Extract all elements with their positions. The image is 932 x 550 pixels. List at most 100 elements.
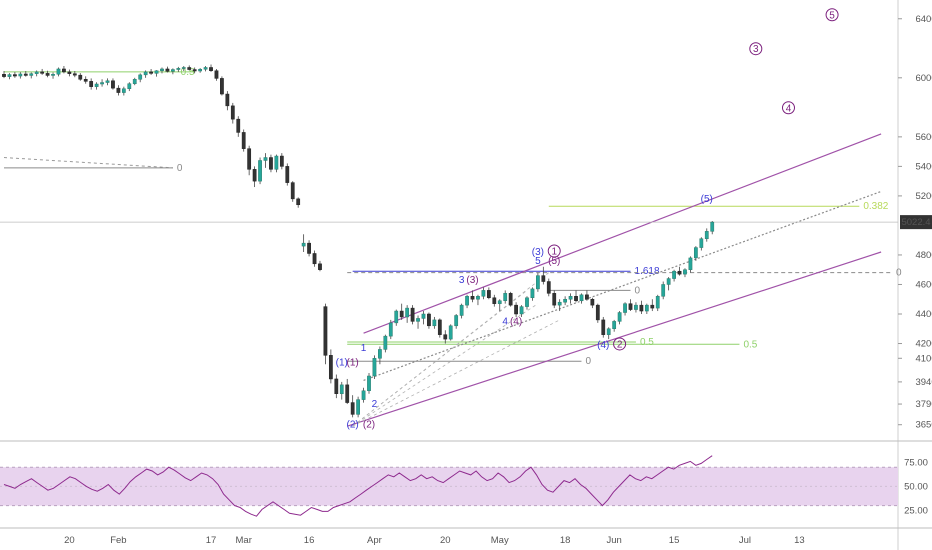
candle-body [612,321,617,330]
price-tick-label: 5600.0 [915,132,932,143]
price-tick-label: 4600.0 [915,279,932,290]
candle-body [149,71,153,74]
candle-body [209,67,213,71]
candle-body [476,296,480,300]
fan-line [352,272,550,427]
candle-body [465,296,469,306]
candle-body [644,304,649,312]
time-tick-label: 15 [669,535,680,546]
channel-line [347,251,882,427]
wave-label-blue: 2 [372,399,378,410]
wave-label-purple: (1) [347,358,359,369]
candle-body [339,384,344,394]
level-label: 0 [896,268,902,279]
level-label: 0.5 [743,339,757,350]
candle-body [176,68,181,70]
time-tick-label: Apr [367,535,382,546]
candle-body [296,198,301,206]
candle-body [448,325,453,340]
candle-body [541,275,546,282]
candle-body [105,80,110,83]
candle-body [274,155,279,170]
channel-line [363,133,882,334]
candle-body [312,253,317,265]
circled-wave-ring [613,337,627,351]
candle-body [399,310,404,318]
candle-body [421,313,426,319]
candle-body [459,304,464,316]
candle-body [378,349,382,359]
rsi-tick-label: 25.00 [904,505,928,516]
wave-label-blue: 4 [502,316,508,327]
candle-body [655,296,660,309]
candle-body [72,73,77,76]
time-tick-label: Jun [606,535,621,546]
candle-body [13,74,17,77]
candle-body [661,284,666,297]
candle-body [410,307,415,322]
price-tick-label: 4800.0 [915,250,932,261]
candle-body [2,74,6,77]
candle-body [290,182,295,200]
candle-body [198,68,203,72]
circled-wave-ring [781,101,795,115]
candle-body [367,375,371,392]
candle-body [225,93,230,107]
candle-body [454,315,459,327]
level-label: 0.5 [640,337,654,348]
candle-body [241,132,246,149]
candle-body [269,157,273,170]
candle-body [111,80,115,89]
fan-line [352,303,539,427]
price-tick-label: 5400.0 [915,161,932,172]
candle-body [704,231,709,239]
candle-body [427,313,431,327]
candle-body [568,296,573,300]
candle-body [138,74,143,80]
candle-body [94,83,99,87]
candle-body [78,74,83,80]
price-tick-label: 4200.0 [915,339,932,350]
candle-body [486,290,491,299]
candle-body [230,105,235,120]
time-tick-label: 13 [794,535,805,546]
level-label: 0 [585,356,591,367]
candle-body [443,334,448,340]
last-price-tag [900,215,932,230]
candle-body [29,73,34,76]
time-tick-label: 18 [560,535,571,546]
candle-body [170,69,175,72]
wave-label-blue: (2) [347,420,359,431]
candle-body [552,293,557,306]
time-tick-label: May [491,535,509,546]
time-tick-label: 16 [304,535,315,546]
candle-body [143,71,148,76]
time-tick-label: Jul [739,535,751,546]
channel-line [363,190,882,381]
candle-body [23,73,28,76]
wave-label-purple: (5) [548,256,560,267]
candle-body [62,68,66,73]
candle-body [89,81,94,87]
candle-body [263,157,268,161]
wave-label-blue: (3) [532,247,544,258]
wave-label-blue: (4) [597,340,609,351]
candle-body [595,304,600,321]
candle-body [252,169,257,182]
candle-body [100,82,104,85]
candle-body [67,71,72,74]
candle-body [710,221,715,232]
price-tick-label: 6000.0 [915,73,932,84]
time-tick-label: 17 [206,535,217,546]
price-tick-label: 5200.0 [915,191,932,202]
candle-body [437,319,442,335]
reference-line-label: 0.5 [181,67,195,78]
candle-body [699,238,704,248]
candle-body [650,304,655,309]
time-tick-label: Mar [236,535,252,546]
candle-body [628,303,633,310]
price-tick-label: 4100.0 [915,353,932,364]
circled-wave-label: 3 [753,44,759,55]
